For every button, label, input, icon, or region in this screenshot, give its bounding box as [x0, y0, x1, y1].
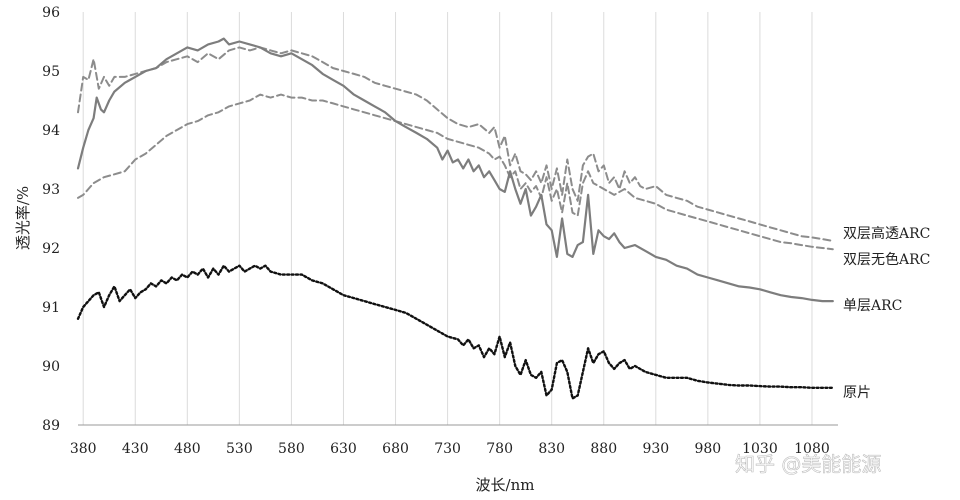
x-tick-label: 730	[434, 441, 461, 457]
series-label-1: 双层无色ARC	[843, 251, 930, 268]
watermark: 知乎 @美能能源	[735, 452, 881, 476]
series-line-0	[77, 46, 834, 242]
y-tick-label: 93	[42, 182, 60, 198]
y-tick-label: 92	[42, 241, 60, 257]
x-tick-label: 480	[174, 441, 201, 457]
series-line-1	[77, 93, 834, 251]
x-tick-label: 580	[278, 441, 305, 457]
x-tick-label: 980	[694, 441, 721, 457]
series-lines	[76, 37, 834, 400]
y-tick-label: 91	[42, 300, 60, 316]
x-axis-title: 波长/nm	[476, 476, 535, 494]
series-line-2	[76, 37, 834, 303]
x-tick-label: 380	[70, 441, 97, 457]
x-tick-label: 830	[538, 441, 565, 457]
x-tick-label: 780	[486, 441, 513, 457]
x-tick-labels: 380 430 480 530 580 630 680 730 780 830 880 930 980 1…	[70, 441, 830, 457]
x-tick-label: 1080	[794, 441, 830, 457]
series-label-2: 单层ARC	[843, 298, 902, 314]
x-tick-label: 880	[590, 441, 617, 457]
y-tick-label: 89	[42, 418, 60, 434]
y-tick-label: 95	[42, 64, 60, 80]
y-tick-labels: 89 90 91 92 93 94 95 96	[42, 5, 60, 434]
y-tick-label: 90	[42, 359, 60, 375]
x-tick-label: 1030	[742, 441, 778, 457]
grid-lines	[82, 12, 813, 425]
y-tick-label: 96	[42, 5, 60, 21]
y-axis-title: 透光率/%	[14, 186, 32, 250]
series-label-3: 原片	[843, 385, 871, 401]
x-tick-label: 930	[642, 441, 669, 457]
series-line-3	[76, 264, 834, 400]
x-tick-label: 530	[226, 441, 253, 457]
series-label-0: 双层高透ARC	[843, 225, 930, 242]
y-tick-label: 94	[42, 123, 60, 139]
x-tick-label: 430	[122, 441, 149, 457]
x-tick-label: 630	[330, 441, 357, 457]
x-tick-label: 680	[382, 441, 409, 457]
series-labels: 双层高透ARC 双层无色ARC 单层ARC 原片	[843, 225, 930, 401]
